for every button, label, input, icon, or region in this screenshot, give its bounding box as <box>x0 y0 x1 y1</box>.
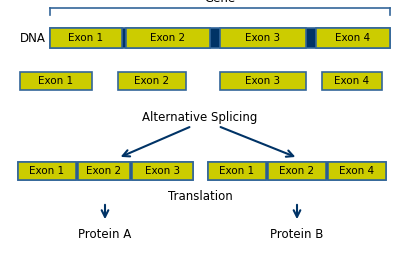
FancyBboxPatch shape <box>18 162 76 180</box>
FancyBboxPatch shape <box>322 72 382 90</box>
Text: Exon 2: Exon 2 <box>86 166 122 176</box>
Text: DNA: DNA <box>20 31 46 44</box>
Text: Exon 1: Exon 1 <box>38 76 74 86</box>
Text: Gene: Gene <box>204 0 236 5</box>
Text: Alternative Splicing: Alternative Splicing <box>142 111 258 125</box>
FancyBboxPatch shape <box>220 72 306 90</box>
FancyBboxPatch shape <box>316 28 390 48</box>
FancyBboxPatch shape <box>50 28 390 48</box>
Text: Exon 2: Exon 2 <box>280 166 314 176</box>
FancyBboxPatch shape <box>208 162 386 180</box>
Text: Exon 4: Exon 4 <box>336 33 370 43</box>
Text: Exon 4: Exon 4 <box>334 76 370 86</box>
FancyBboxPatch shape <box>126 28 210 48</box>
Text: Exon 3: Exon 3 <box>145 166 180 176</box>
FancyBboxPatch shape <box>208 162 266 180</box>
Text: Exon 3: Exon 3 <box>246 33 280 43</box>
FancyBboxPatch shape <box>220 28 306 48</box>
Text: Exon 3: Exon 3 <box>246 76 280 86</box>
Text: Protein B: Protein B <box>270 228 324 241</box>
Text: Translation: Translation <box>168 189 232 203</box>
FancyBboxPatch shape <box>118 72 186 90</box>
Text: Exon 2: Exon 2 <box>134 76 170 86</box>
FancyBboxPatch shape <box>18 162 193 180</box>
Text: Exon 4: Exon 4 <box>340 166 374 176</box>
FancyBboxPatch shape <box>328 162 386 180</box>
Text: Exon 2: Exon 2 <box>150 33 186 43</box>
Text: Exon 1: Exon 1 <box>68 33 104 43</box>
Text: Exon 1: Exon 1 <box>220 166 254 176</box>
FancyBboxPatch shape <box>78 162 130 180</box>
FancyBboxPatch shape <box>50 28 122 48</box>
Text: Protein A: Protein A <box>78 228 132 241</box>
Text: Exon 1: Exon 1 <box>30 166 64 176</box>
FancyBboxPatch shape <box>20 72 92 90</box>
FancyBboxPatch shape <box>268 162 326 180</box>
FancyBboxPatch shape <box>132 162 193 180</box>
